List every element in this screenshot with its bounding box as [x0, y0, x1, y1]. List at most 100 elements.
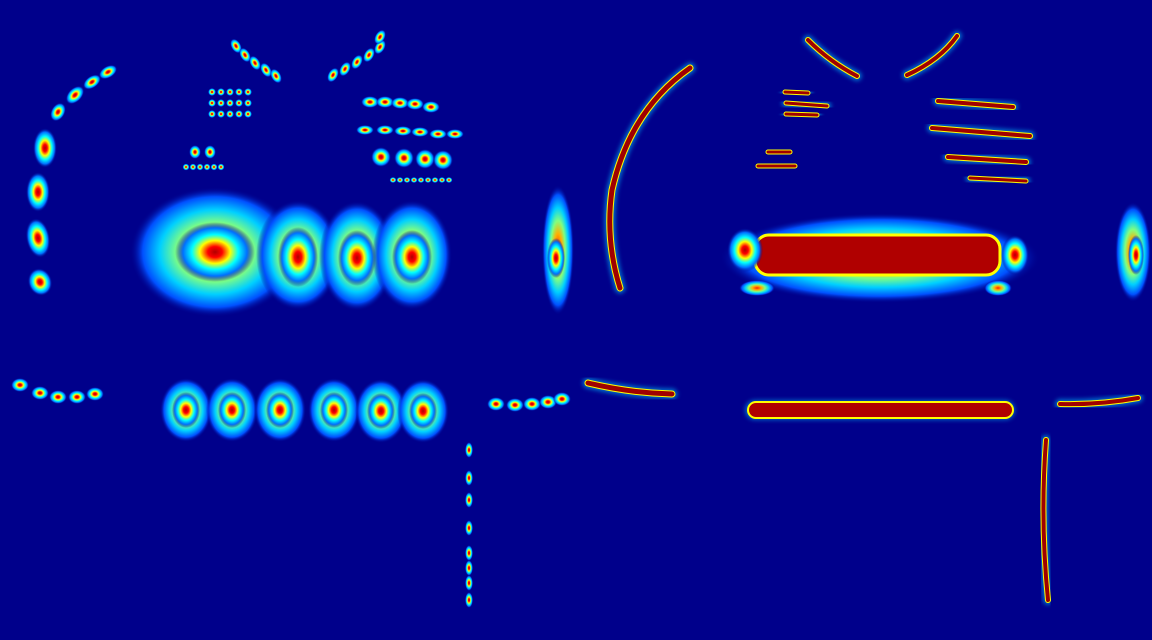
heat-blob	[506, 398, 524, 412]
heat-blob	[208, 110, 216, 118]
heat-blob	[429, 129, 447, 139]
heat-blob	[465, 592, 473, 608]
heat-stroke-core	[1041, 438, 1050, 602]
heat-blob	[403, 177, 411, 183]
heat-blob	[217, 110, 225, 118]
heat-stroke-core	[783, 90, 810, 95]
heat-blob	[438, 177, 446, 183]
heat-blob	[86, 387, 104, 401]
heat-blob	[406, 98, 424, 110]
heat-blob	[371, 147, 391, 167]
heat-blob	[230, 38, 242, 54]
heat-stroke-core	[936, 99, 1015, 109]
heat-blob	[244, 88, 252, 96]
heat-blob	[376, 96, 394, 108]
heat-blob	[1128, 235, 1144, 275]
heat-blob	[487, 397, 505, 411]
heat-blob	[389, 177, 397, 183]
heat-blob	[25, 218, 51, 258]
heat-stroke-core	[905, 34, 959, 77]
heat-blob	[411, 127, 429, 137]
heat-stroke-core	[784, 101, 829, 108]
heat-blob	[235, 99, 243, 107]
heat-blob	[203, 163, 211, 171]
heat-blob	[445, 177, 453, 183]
heat-blob	[338, 230, 376, 286]
heat-blob	[727, 228, 763, 272]
heat-blob	[351, 54, 363, 70]
heat-blob	[27, 268, 53, 296]
heat-stroke-core	[946, 155, 1028, 164]
heat-blob	[11, 378, 29, 392]
heat-blob	[98, 64, 118, 80]
heat-blob	[26, 172, 50, 212]
heat-blob	[204, 145, 216, 159]
heat-blob	[465, 545, 473, 561]
heat-blob	[356, 125, 374, 135]
heat-blob	[547, 238, 565, 278]
heat-blob	[523, 397, 541, 411]
heat-stroke-core	[1058, 396, 1140, 407]
heat-blob	[31, 386, 49, 400]
heat-blob	[175, 222, 255, 282]
heat-blob	[320, 392, 348, 428]
heat-blob	[217, 99, 225, 107]
heat-blob	[553, 392, 571, 406]
heat-blob	[363, 47, 375, 63]
heat-blob	[208, 88, 216, 96]
heat-blob	[235, 88, 243, 96]
heat-blob	[417, 177, 425, 183]
heat-blob	[422, 101, 440, 113]
heat-blob	[465, 492, 473, 508]
heat-blob	[260, 62, 272, 78]
heat-blob	[249, 55, 261, 71]
heat-blob	[33, 128, 57, 168]
heat-blob	[739, 280, 775, 296]
heat-blob	[394, 148, 414, 168]
heat-blob	[984, 280, 1012, 296]
heat-blob	[539, 395, 557, 409]
heat-blob	[226, 99, 234, 107]
heat-blob	[465, 520, 473, 536]
heat-bar-core	[747, 401, 1014, 419]
heat-stroke-core	[607, 65, 693, 291]
heat-blob	[278, 227, 318, 287]
heat-blob	[239, 47, 251, 63]
heat-blob	[226, 110, 234, 118]
heat-stroke-core	[968, 176, 1028, 183]
heat-bar-core	[755, 235, 1000, 275]
heat-blob	[266, 392, 294, 428]
heat-blob	[446, 129, 464, 139]
heat-blob	[182, 163, 190, 171]
heat-blob	[218, 392, 246, 428]
heat-blob	[361, 96, 379, 108]
heat-stroke-core	[930, 126, 1032, 138]
heat-blob	[410, 177, 418, 183]
heat-blob	[465, 442, 473, 458]
heat-blob	[433, 150, 453, 170]
heat-blob	[327, 67, 339, 83]
heat-blob	[226, 88, 234, 96]
heat-blob	[235, 110, 243, 118]
heat-blob	[374, 29, 386, 45]
heat-blob	[210, 163, 218, 171]
left-heatmap-panel	[11, 29, 574, 608]
heat-blob	[244, 110, 252, 118]
heat-blob	[391, 97, 409, 109]
heat-blob	[415, 149, 435, 169]
heat-blob	[394, 126, 412, 136]
heat-stroke-core	[585, 380, 675, 397]
heat-blob	[376, 125, 394, 135]
heat-stroke-core	[784, 112, 819, 117]
heat-blob	[208, 99, 216, 107]
heat-blob	[68, 390, 86, 404]
heat-blob	[339, 61, 351, 77]
heat-blob	[217, 163, 225, 171]
heat-blob	[83, 74, 101, 90]
heat-blob	[189, 163, 197, 171]
heat-blob	[217, 88, 225, 96]
heat-blob	[1001, 235, 1029, 275]
